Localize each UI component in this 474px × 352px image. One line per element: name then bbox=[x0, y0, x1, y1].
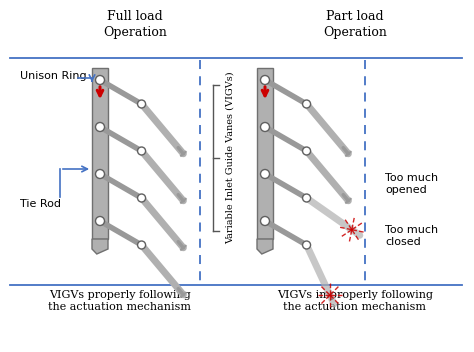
Circle shape bbox=[302, 100, 310, 108]
Circle shape bbox=[261, 170, 270, 178]
Polygon shape bbox=[257, 239, 273, 254]
Text: Full load
Operation: Full load Operation bbox=[103, 10, 167, 39]
Circle shape bbox=[95, 216, 104, 226]
Polygon shape bbox=[257, 68, 273, 239]
Text: VIGVs properly following
the actuation mechanism: VIGVs properly following the actuation m… bbox=[48, 290, 191, 313]
Polygon shape bbox=[92, 239, 108, 254]
Polygon shape bbox=[92, 68, 108, 239]
Circle shape bbox=[261, 75, 270, 84]
Circle shape bbox=[137, 194, 146, 202]
Circle shape bbox=[95, 122, 104, 132]
Text: Too much
closed: Too much closed bbox=[385, 225, 438, 247]
Circle shape bbox=[95, 75, 104, 84]
Circle shape bbox=[95, 170, 104, 178]
Circle shape bbox=[302, 147, 310, 155]
Circle shape bbox=[137, 100, 146, 108]
Circle shape bbox=[261, 122, 270, 132]
Circle shape bbox=[137, 241, 146, 249]
Circle shape bbox=[302, 241, 310, 249]
Text: Unison Ring: Unison Ring bbox=[20, 71, 87, 81]
Text: Too much
opened: Too much opened bbox=[385, 173, 438, 195]
Circle shape bbox=[137, 147, 146, 155]
Text: Variable Inlet Guide Vanes (VIGVs): Variable Inlet Guide Vanes (VIGVs) bbox=[226, 72, 235, 244]
Text: VIGVs improperly following
the actuation mechanism: VIGVs improperly following the actuation… bbox=[277, 290, 433, 313]
Circle shape bbox=[302, 194, 310, 202]
Text: Tie Rod: Tie Rod bbox=[20, 199, 61, 209]
Circle shape bbox=[261, 216, 270, 226]
Text: Part load
Operation: Part load Operation bbox=[323, 10, 387, 39]
